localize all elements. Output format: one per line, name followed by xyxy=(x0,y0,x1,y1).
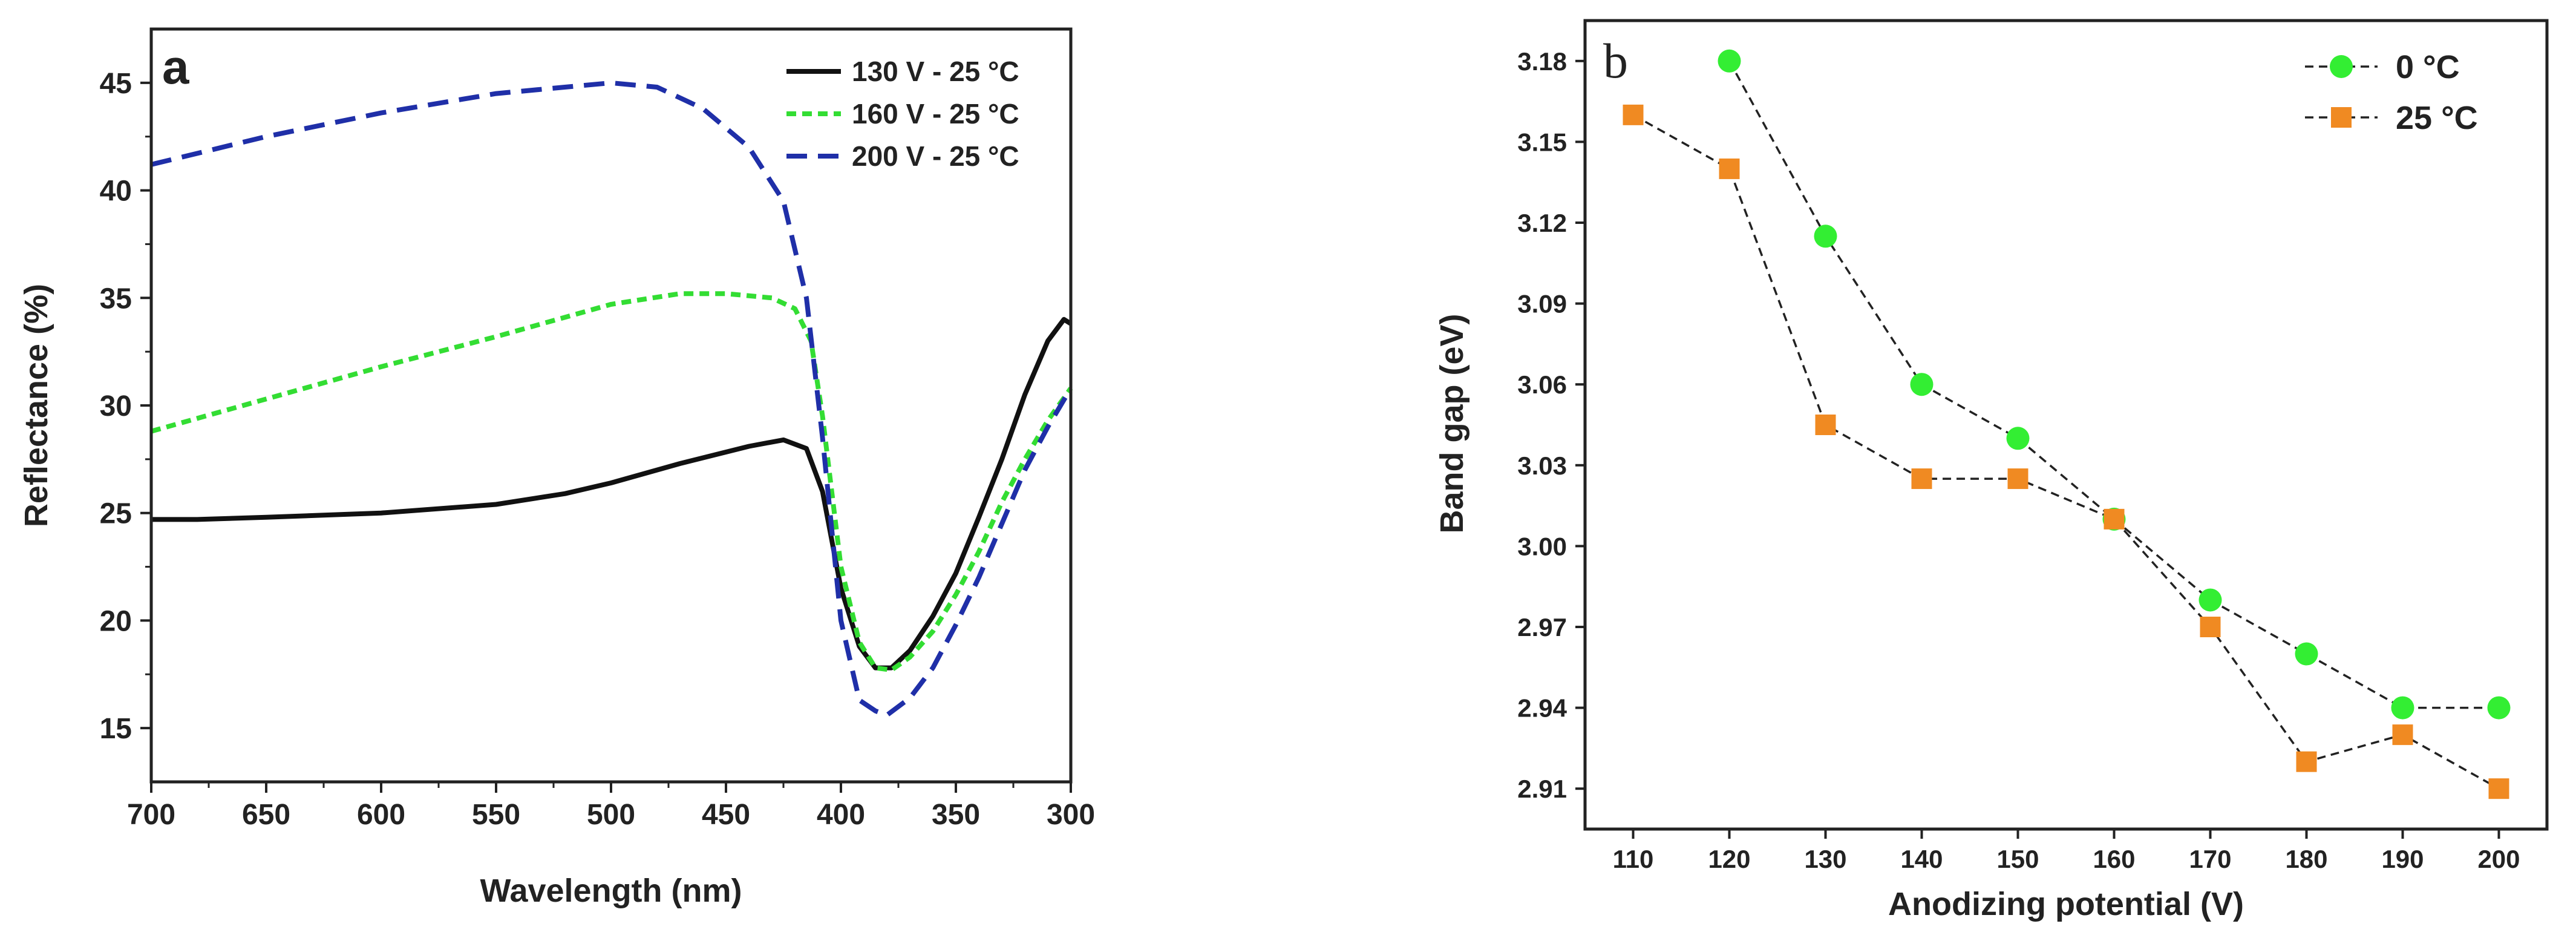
chart-b-ticks: 110 120 130 140 150 160 170 180 190 200 2.91 2.94 2.… xyxy=(1517,47,2520,873)
chart-b-point-square xyxy=(1719,158,1740,179)
chart-a-x-tick-label: 300 xyxy=(1047,799,1095,831)
chart-b-x-tick-label: 110 xyxy=(1613,845,1654,873)
chart-a-legend-label: 200 V - 25 °C xyxy=(852,140,1019,172)
chart-a-y-tick-label: 15 xyxy=(100,713,132,745)
chart-a-x-tick-label: 500 xyxy=(587,799,635,831)
chart-b-x-tick-label: 190 xyxy=(2381,845,2424,873)
chart-a-x-tick-label: 600 xyxy=(357,799,405,831)
chart-b-x-tick-label: 170 xyxy=(2189,845,2231,873)
chart-b-x-tick-label: 200 xyxy=(2477,845,2520,873)
chart-b-point-square xyxy=(1911,468,1932,490)
chart-a-x-tick-label: 650 xyxy=(242,799,290,831)
chart-b-legend-marker xyxy=(2330,55,2353,78)
chart-a-y-axis-label: Reflectance (%) xyxy=(18,284,54,527)
chart-b-point-square xyxy=(2104,508,2125,530)
chart-b-x-tick-label: 150 xyxy=(1996,845,2039,873)
chart-b-y-tick-label: 3.09 xyxy=(1517,290,1567,318)
chart-b-point-square xyxy=(2200,617,2221,637)
chart-b-y-axis-label: Band gap (eV) xyxy=(1434,313,1470,533)
chart-b-y-tick-label: 3.18 xyxy=(1517,47,1567,76)
chart-b-x-axis-label: Anodizing potential (V) xyxy=(1888,886,2244,922)
chart-b-point-circle xyxy=(1718,49,1741,73)
chart-b-y-tick-label: 3.03 xyxy=(1517,451,1567,480)
chart-a-y-tick-label: 45 xyxy=(100,68,132,100)
chart-a-y-tick-label: 25 xyxy=(100,498,132,530)
chart-b-panel-label: b xyxy=(1603,33,1628,88)
chart-b-x-tick-label: 160 xyxy=(2093,845,2135,873)
chart-a-legend-label: 160 V - 25 °C xyxy=(852,98,1019,130)
chart-b-point-square xyxy=(1815,415,1836,435)
chart-b-y-tick-label: 3.12 xyxy=(1517,209,1567,237)
chart-b-x-tick-label: 130 xyxy=(1804,845,1846,873)
chart-b-y-tick-label: 2.97 xyxy=(1517,613,1567,641)
chart-a-y-tick-label: 35 xyxy=(100,283,132,315)
chart-a-y-tick-label: 20 xyxy=(100,605,132,637)
chart-a-ticks: 700 650 600 550 500 450 400 350 300 15 20 25 30 35 40 4… xyxy=(100,68,1095,831)
chart-b-legend-label: 25 °C xyxy=(2396,100,2478,136)
chart-b-y-tick-label: 2.91 xyxy=(1517,775,1567,803)
chart-b-y-tick-label: 2.94 xyxy=(1517,694,1567,723)
chart-b-frame xyxy=(1583,19,2549,831)
chart-b-point-circle xyxy=(1814,225,1837,248)
chart-a-x-tick-label: 400 xyxy=(817,799,865,831)
chart-b-plot-area xyxy=(1623,49,2511,799)
chart-b-x-tick-label: 140 xyxy=(1900,845,1943,873)
chart-a: 700 650 600 550 500 450 400 350 300 15 20 25 30 35 40 4… xyxy=(18,27,1095,909)
chart-b-y-tick-label: 3.06 xyxy=(1517,370,1567,399)
chart-b-x-tick-label: 180 xyxy=(2285,845,2327,873)
chart-b-legend: 0 °C 25 °C xyxy=(2305,49,2478,136)
chart-a-x-tick-label: 450 xyxy=(702,799,750,831)
chart-a-panel-label: a xyxy=(162,40,189,94)
chart-b-point-circle xyxy=(1910,373,1934,396)
chart-b: 110 120 130 140 150 160 170 180 190 200 2.91 2.94 2.… xyxy=(1434,19,2549,922)
chart-b-point-circle xyxy=(2391,696,2414,720)
chart-b-point-square xyxy=(2392,724,2413,746)
chart-b-legend-marker xyxy=(2331,107,2352,128)
chart-b-point-square xyxy=(2488,778,2509,799)
chart-b-point-square xyxy=(2296,751,2317,772)
chart-a-legend: 130 V - 25 °C 160 V - 25 °C 200 V - 25 °C xyxy=(786,56,1019,172)
chart-b-x-tick-label: 120 xyxy=(1708,845,1750,873)
chart-a-x-axis-label: Wavelength (nm) xyxy=(480,873,742,909)
chart-b-y-tick-label: 3.15 xyxy=(1517,128,1567,156)
chart-b-legend-label: 0 °C xyxy=(2396,49,2460,85)
chart-a-legend-label: 130 V - 25 °C xyxy=(852,56,1019,87)
chart-a-series-line xyxy=(151,80,1073,718)
chart-b-y-tick-label: 3.00 xyxy=(1517,532,1567,560)
chart-b-point-circle xyxy=(2295,642,2318,666)
chart-a-x-tick-label: 700 xyxy=(127,799,175,831)
chart-b-series-line xyxy=(1728,60,2499,709)
chart-a-series-line xyxy=(150,291,1073,673)
chart-b-point-circle xyxy=(2006,427,2030,450)
chart-a-y-tick-label: 30 xyxy=(100,390,132,422)
chart-b-point-square xyxy=(2007,468,2028,490)
chart-b-series-line xyxy=(1632,114,2500,790)
chart-b-point-square xyxy=(1623,104,1644,125)
chart-a-x-tick-label: 550 xyxy=(472,799,520,831)
chart-a-y-tick-label: 40 xyxy=(100,175,132,208)
chart-a-x-tick-label: 350 xyxy=(932,799,980,831)
chart-b-point-circle xyxy=(2198,588,2222,612)
chart-a-series-line xyxy=(151,316,1073,671)
chart-b-point-circle xyxy=(2487,696,2511,720)
chart-a-plot-area xyxy=(150,80,1073,718)
